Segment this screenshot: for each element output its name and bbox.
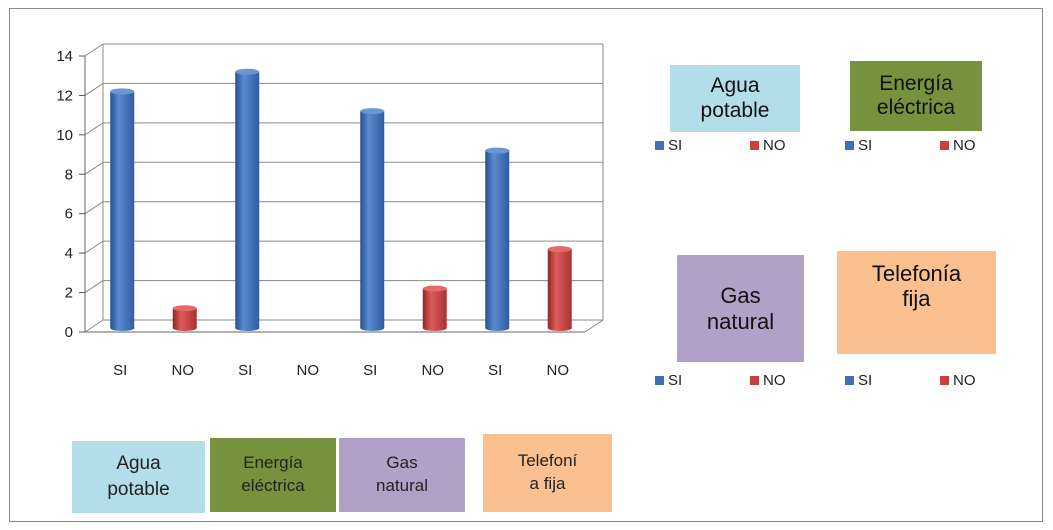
si-swatch bbox=[655, 141, 664, 150]
bar-cap bbox=[172, 305, 197, 312]
bar-base bbox=[547, 325, 572, 331]
no-swatch bbox=[750, 376, 759, 385]
bar-si-0 bbox=[110, 88, 135, 331]
y-tick-label: 6 bbox=[65, 206, 73, 223]
no-swatch bbox=[750, 141, 759, 150]
bar-body bbox=[360, 111, 385, 329]
bar-body bbox=[172, 308, 197, 328]
y-tick-label: 10 bbox=[56, 127, 73, 144]
bar-body bbox=[547, 249, 572, 328]
x-tick-label: NO bbox=[547, 362, 570, 379]
legend-row-top: SI NO SI NO bbox=[655, 137, 1035, 154]
grid-layer bbox=[84, 43, 604, 333]
no-swatch bbox=[940, 141, 949, 150]
y-tick-label: 2 bbox=[65, 285, 73, 302]
bar-body bbox=[110, 91, 135, 328]
category-label-telefonia-fija: Telefoní a fija bbox=[483, 434, 612, 512]
gridline-depth bbox=[84, 280, 104, 293]
legend-item-no: NO bbox=[750, 372, 845, 389]
gridline-depth bbox=[84, 122, 104, 136]
bar-base bbox=[360, 325, 385, 331]
legend-title-telefonia-fija: Telefonía fija bbox=[837, 251, 996, 354]
x-tick-label: SI bbox=[113, 362, 127, 379]
legend-item-si: SI bbox=[655, 137, 750, 154]
no-swatch bbox=[940, 376, 949, 385]
y-tick-label: 12 bbox=[56, 87, 73, 104]
bar-body bbox=[235, 71, 260, 328]
x-tick-label: NO bbox=[172, 362, 195, 379]
bar-cap bbox=[422, 285, 447, 292]
x-tick-label: SI bbox=[238, 362, 252, 379]
y-tick-label: 14 bbox=[56, 48, 73, 65]
bar-cap bbox=[547, 246, 572, 253]
y-tick-label: 4 bbox=[65, 245, 73, 262]
bar-cap bbox=[235, 68, 260, 75]
legend-item-si: SI bbox=[845, 137, 940, 154]
axis-layer bbox=[79, 55, 604, 333]
bar-cap bbox=[485, 147, 510, 154]
legend-title-energia-electrica: Energía eléctrica bbox=[850, 61, 982, 131]
si-swatch bbox=[845, 376, 854, 385]
floor-right-edge bbox=[584, 319, 604, 333]
x-tick-label: NO bbox=[297, 362, 320, 379]
bar-no-7 bbox=[547, 246, 572, 331]
bar-layer bbox=[110, 68, 572, 331]
gridline-depth bbox=[84, 201, 104, 215]
bar-si-6 bbox=[485, 147, 510, 331]
bar-base bbox=[422, 325, 447, 331]
y-tick-label: 8 bbox=[65, 166, 73, 183]
legend-item-si: SI bbox=[845, 372, 940, 389]
legend-item-no: NO bbox=[940, 137, 1035, 154]
x-tick-label: SI bbox=[363, 362, 377, 379]
category-label-energia-electrica: Energía eléctrica bbox=[210, 438, 336, 512]
gridline-depth bbox=[84, 240, 104, 254]
bar-base bbox=[235, 325, 260, 331]
legend-title-gas-natural: Gas natural bbox=[677, 255, 804, 362]
bar-body bbox=[422, 288, 447, 328]
category-label-agua-potable: Agua potable bbox=[72, 441, 205, 513]
legend-item-si: SI bbox=[655, 372, 750, 389]
si-swatch bbox=[655, 376, 664, 385]
y-tick-label: 0 bbox=[65, 324, 73, 341]
bar-base bbox=[485, 325, 510, 331]
bar-no-1 bbox=[172, 305, 197, 331]
category-label-gas-natural: Gas natural bbox=[339, 438, 465, 512]
bar-cap bbox=[360, 108, 385, 115]
bar-base bbox=[110, 325, 135, 331]
bar-cap bbox=[110, 88, 135, 95]
legend-row-bottom: SI NO SI NO bbox=[655, 372, 1035, 389]
x-tick-label: SI bbox=[488, 362, 502, 379]
gridline-depth bbox=[84, 161, 104, 175]
bar-body bbox=[485, 150, 510, 328]
si-swatch bbox=[845, 141, 854, 150]
legend-item-no: NO bbox=[940, 372, 1035, 389]
bar-no-5 bbox=[422, 285, 447, 331]
x-tick-label: NO bbox=[422, 362, 445, 379]
gridline-depth bbox=[84, 83, 104, 96]
gridline-depth bbox=[84, 43, 104, 57]
tick-layer: 0 2 4 6 8 10 12 14 SI NO SI NO SI NO SI NO bbox=[56, 48, 569, 379]
gridline-depth bbox=[84, 319, 104, 333]
bar-base bbox=[172, 325, 197, 331]
legend-title-agua-potable: Agua potable bbox=[670, 65, 800, 132]
bar-si-2 bbox=[235, 68, 260, 331]
bar-si-4 bbox=[360, 108, 385, 331]
legend-item-no: NO bbox=[750, 137, 845, 154]
